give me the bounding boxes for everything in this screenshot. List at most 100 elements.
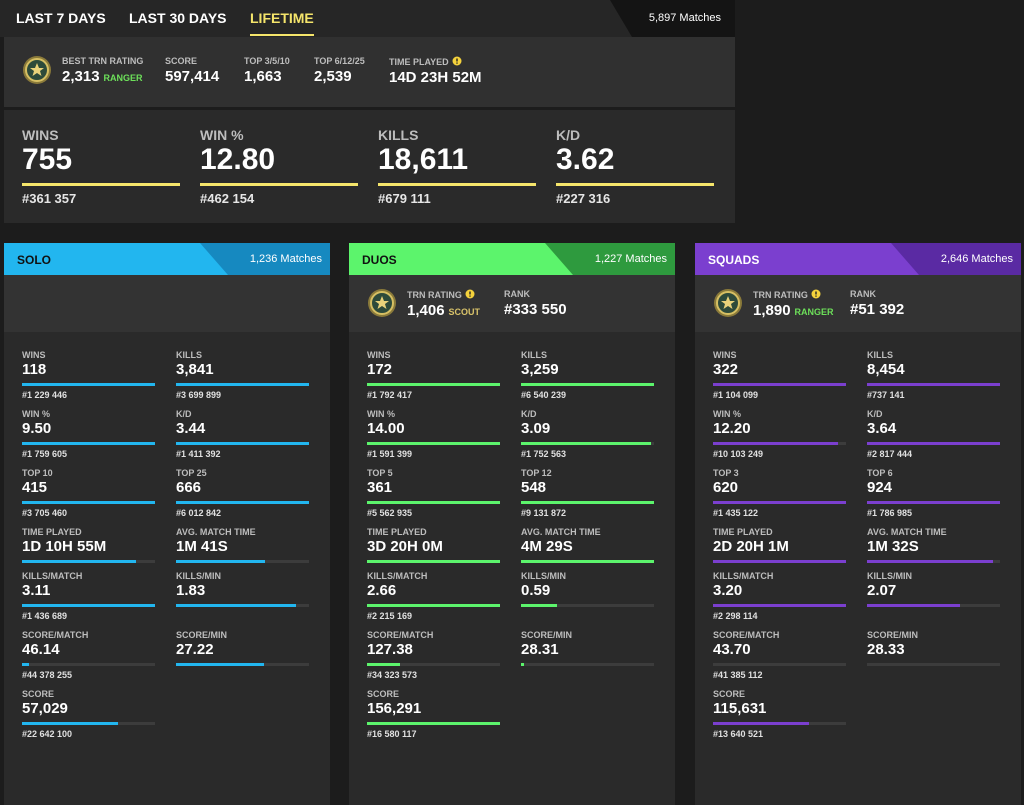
stat-bar [521,383,654,386]
stat-bar [176,560,266,563]
stat: KILLS 3,259 #6 540 239 [521,350,675,401]
stat-rank: #1 229 446 [22,390,68,400]
stat-label: AVG. MATCH TIME [521,527,601,537]
rating-value: 1,406 SCOUT [407,302,481,319]
headline-stats: WINS 755 #361 357 WIN % 12.80 #462 154 KILLS 18… [4,110,735,223]
stat: KILLS/MATCH 2.66 #2 215 169 [367,571,521,622]
stat-value: 361 [367,479,393,496]
headline-rank: #462 154 [200,191,255,206]
stat-value: 3D 20H 0M [367,538,443,555]
stat-rank: #6 012 842 [176,508,222,518]
matches-count: 5,897 Matches [648,12,721,24]
stat: SCORE 115,631 #13 640 521 [713,689,867,740]
stat-value: 12.20 [713,420,751,437]
stat-bar [176,501,309,504]
rank-value: #51 392 [850,301,905,318]
stat-label: KILLS/MATCH [22,571,83,581]
stat-grid: WINS 172 #1 792 417 KILLS 3,259 #6 540 239 WIN… [349,332,675,740]
overview-label: TOP 6/12/25 [314,56,365,66]
stat-label: K/D [867,409,883,419]
stat-value: 3.44 [176,420,206,437]
tab[interactable]: LAST 30 DAYS [129,10,227,26]
stat: KILLS/MATCH 3.20 #2 298 114 [713,571,867,622]
mode-name: SOLO [17,253,52,267]
matches-box: 5,897 Matches [610,0,735,37]
overview: BEST TRN RATING 2,313 RANGER SCORE 597,414 TO… [4,37,735,107]
stat-track [176,663,309,666]
stat-rank: #2 817 444 [867,449,913,459]
mode-header: DUOS 1,227 Matches [349,243,675,275]
stat: KILLS/MIN 0.59 [521,571,675,622]
stat-label: KILLS/MIN [521,571,566,581]
stat-value: 322 [713,361,739,378]
headline-label: WIN % [200,127,244,143]
stat: SCORE/MIN 28.31 [521,630,675,681]
mode-header: SOLO 1,236 Matches [4,243,330,275]
stat-bar [867,383,1000,386]
stat-bar [367,501,500,504]
stat-track [521,663,654,666]
stat-bar [713,560,846,563]
stat-label: KILLS/MIN [176,571,221,581]
stat-track [22,383,155,386]
stat-label: KILLS/MIN [867,571,912,581]
headline-bar [200,183,358,186]
medal [714,289,742,317]
stat-label: SCORE/MIN [521,630,573,640]
stat-bar [176,442,309,445]
stat-track [22,442,155,445]
stat-bar [521,442,652,445]
tab[interactable]: LIFETIME [250,10,314,36]
stat-label: KILLS/MATCH [713,571,774,581]
rating: TRN RATING 1,890 RANGER [753,289,834,319]
stat-value: 924 [867,479,893,496]
stat-bar [521,604,557,607]
stat-track [521,604,654,607]
rating-icon [22,55,52,90]
stat: TOP 25 666 #6 012 842 [176,468,330,519]
headline-rank: #361 357 [22,191,77,206]
stat-label: K/D [521,409,537,419]
rank: RANK #333 550 [504,289,567,318]
tab[interactable]: LAST 7 DAYS [16,10,106,26]
stat-label: TIME PLAYED [367,527,427,537]
stat-value: 118 [22,361,47,378]
stat: WIN % 9.50 #1 759 605 [22,409,176,460]
mode-name: DUOS [362,253,397,267]
stat: TOP 5 361 #5 562 935 [367,468,521,519]
stat-label: K/D [176,409,192,419]
rating-badge: RANGER [103,73,143,83]
stat-rank: #2 298 114 [713,611,758,621]
stat-rank: #34 323 573 [367,670,418,680]
stat-track [713,604,846,607]
stat: SCORE/MATCH 127.38 #34 323 573 [367,630,521,681]
stat-rank: #1 786 985 [867,508,913,518]
stat-track [367,722,500,725]
stat-label: SCORE/MIN [176,630,228,640]
stat-rank: #22 642 100 [22,729,73,739]
stat-value: 8,454 [867,361,905,378]
stat-rank: #1 752 563 [521,449,567,459]
stat-label: WINS [713,350,737,360]
mode-panel: SOLO 1,236 Matches WINS 118 #1 229 446 KILLS 3… [4,243,330,805]
stat-track [22,722,155,725]
stat-value: 127.38 [367,641,413,658]
stat-track [22,604,155,607]
overview-label: TIME PLAYED [389,56,482,67]
stat-bar [713,383,846,386]
headline-rank: #679 111 [378,191,431,206]
stat-track [176,501,309,504]
stat-track [521,383,654,386]
stat: K/D 3.64 #2 817 444 [867,409,1021,460]
rank-label: RANK [504,289,530,299]
rating-label: TRN RATING [407,289,480,300]
rank: RANK #51 392 [850,289,904,318]
stat-track [713,722,846,725]
stat-track [867,604,1000,607]
stat: TIME PLAYED 3D 20H 0M [367,527,521,563]
stat-track [176,383,309,386]
stat-value: 172 [367,361,393,378]
stat-value: 0.59 [521,582,551,599]
stat-value: 43.70 [713,641,751,658]
